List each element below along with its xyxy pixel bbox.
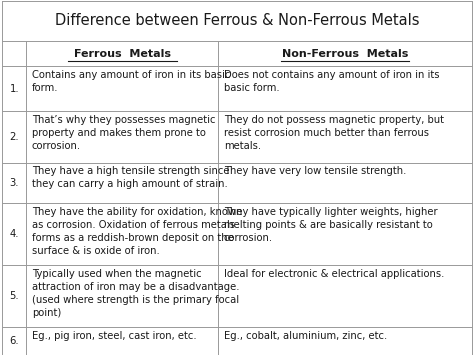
Text: That’s why they possesses magnetic
property and makes them prone to
corrosion.: That’s why they possesses magnetic prope… xyxy=(32,115,215,151)
Text: Typically used when the magnetic
attraction of iron may be a disadvantage.
(used: Typically used when the magnetic attract… xyxy=(32,269,239,318)
Text: Eg., cobalt, aluminium, zinc, etc.: Eg., cobalt, aluminium, zinc, etc. xyxy=(224,331,387,341)
Text: They have very low tensile strength.: They have very low tensile strength. xyxy=(224,166,406,176)
Text: Does not contains any amount of iron in its
basic form.: Does not contains any amount of iron in … xyxy=(224,70,439,93)
Text: They do not possess magnetic property, but
resist corrosion much better than fer: They do not possess magnetic property, b… xyxy=(224,115,444,151)
Text: Contains any amount of iron in its basic
form.: Contains any amount of iron in its basic… xyxy=(32,70,230,93)
Text: 4.: 4. xyxy=(9,229,19,239)
Text: Non-Ferrous  Metals: Non-Ferrous Metals xyxy=(282,49,408,59)
Text: Difference between Ferrous & Non-Ferrous Metals: Difference between Ferrous & Non-Ferrous… xyxy=(55,13,419,28)
Text: They have a high tensile strength since
they can carry a high amount of strain.: They have a high tensile strength since … xyxy=(32,166,229,189)
Text: 6.: 6. xyxy=(9,336,19,346)
Text: Eg., pig iron, steel, cast iron, etc.: Eg., pig iron, steel, cast iron, etc. xyxy=(32,331,196,341)
Text: They have the ability for oxidation, known
as corrosion. Oxidation of ferrous me: They have the ability for oxidation, kno… xyxy=(32,207,242,256)
Text: 1.: 1. xyxy=(9,84,19,94)
Text: 5.: 5. xyxy=(9,291,19,301)
Text: 2.: 2. xyxy=(9,132,19,142)
Text: 3.: 3. xyxy=(9,178,19,188)
Text: Ideal for electronic & electrical applications.: Ideal for electronic & electrical applic… xyxy=(224,269,444,279)
Text: They have typically lighter weights, higher
melting points & are basically resis: They have typically lighter weights, hig… xyxy=(224,207,438,243)
Text: Ferrous  Metals: Ferrous Metals xyxy=(73,49,171,59)
